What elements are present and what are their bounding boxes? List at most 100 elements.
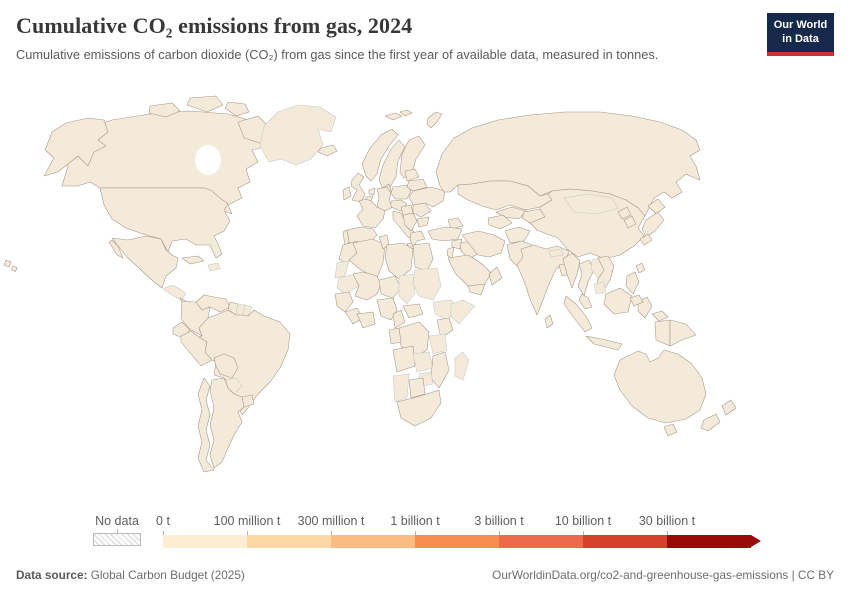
legend-segment[interactable]	[667, 535, 751, 548]
country-usa-hawaii[interactable]	[3, 259, 12, 268]
country-indonesia-borneo[interactable]	[603, 287, 633, 315]
country-somalia[interactable]	[450, 299, 476, 325]
country-france[interactable]	[356, 198, 386, 229]
country-romania[interactable]	[412, 202, 432, 218]
country-tasmania[interactable]	[663, 423, 678, 437]
country-novaya-zemlya[interactable]	[426, 111, 443, 129]
country-ukraine[interactable]	[408, 186, 446, 208]
country-taiwan[interactable]	[635, 262, 646, 274]
country-thailand[interactable]	[577, 259, 595, 297]
country-indonesia-sumatra[interactable]	[563, 295, 593, 333]
legend-segment[interactable]	[331, 535, 415, 548]
country-indonesia-papua[interactable]	[654, 319, 671, 347]
country-senegal[interactable]	[334, 291, 354, 313]
country-namibia[interactable]	[392, 373, 410, 403]
country-svalbard[interactable]	[399, 109, 413, 117]
country-south-korea[interactable]	[623, 215, 637, 229]
country-mexico-baja[interactable]	[108, 239, 124, 259]
country-australia[interactable]	[613, 349, 707, 424]
country-chile[interactable]	[197, 377, 215, 473]
country-brazil[interactable]	[198, 309, 291, 416]
country-mozambique[interactable]	[430, 351, 450, 389]
country-angola[interactable]	[392, 345, 416, 373]
country-gabon-congo[interactable]	[388, 327, 402, 345]
country-netherlands[interactable]	[368, 187, 376, 196]
country-usa-hawaii[interactable]	[11, 265, 18, 272]
country-ivory-coast-ghana[interactable]	[356, 311, 376, 329]
country-cameroon[interactable]	[392, 309, 406, 329]
footer-link[interactable]: OurWorldinData.org/co2-and-greenhouse-ga…	[492, 568, 834, 582]
country-syria[interactable]	[451, 238, 463, 250]
country-central-america-west[interactable]	[162, 284, 187, 301]
legend-segment[interactable]	[247, 535, 331, 548]
country-uk[interactable]	[350, 172, 366, 203]
country-portugal[interactable]	[342, 229, 350, 247]
country-canada-arctic[interactable]	[186, 95, 224, 113]
country-zambia[interactable]	[412, 351, 434, 373]
country-egypt[interactable]	[412, 242, 434, 272]
country-kenya[interactable]	[436, 317, 454, 339]
country-mexico[interactable]	[111, 235, 179, 289]
country-balkans[interactable]	[402, 212, 418, 232]
country-tanzania[interactable]	[428, 333, 448, 355]
country-usa[interactable]	[99, 187, 231, 259]
country-japan-hokkaido[interactable]	[647, 198, 666, 215]
country-oman[interactable]	[488, 266, 503, 286]
country-hispaniola[interactable]	[207, 262, 221, 272]
country-afghanistan[interactable]	[504, 226, 531, 244]
country-argentina[interactable]	[209, 377, 245, 469]
world-choropleth-map[interactable]	[0, 88, 850, 508]
legend-segment[interactable]	[415, 535, 499, 548]
country-iran[interactable]	[461, 230, 506, 258]
owid-logo[interactable]: Our World in Data	[767, 13, 834, 56]
country-central-african-republic[interactable]	[402, 303, 424, 319]
country-norway[interactable]	[361, 128, 399, 182]
country-ireland[interactable]	[342, 186, 352, 201]
country-svalbard[interactable]	[384, 112, 403, 121]
country-libya[interactable]	[384, 242, 414, 280]
country-cuba[interactable]	[181, 255, 205, 265]
country-belarus[interactable]	[406, 178, 428, 192]
country-usa-alaska[interactable]	[43, 117, 109, 177]
country-greece[interactable]	[409, 230, 426, 248]
country-south-africa[interactable]	[396, 389, 442, 427]
country-baltics[interactable]	[404, 168, 420, 182]
country-turkey[interactable]	[427, 226, 463, 242]
country-sudan[interactable]	[412, 267, 442, 301]
country-algeria[interactable]	[348, 238, 386, 279]
country-philippines[interactable]	[625, 271, 640, 295]
legend-no-data[interactable]: No data	[93, 514, 141, 546]
country-malaysia[interactable]	[578, 293, 593, 310]
country-indonesia-java[interactable]	[585, 335, 623, 351]
country-papua-new-guinea[interactable]	[669, 319, 697, 347]
country-japan-honshu[interactable]	[641, 211, 665, 238]
country-caucasus[interactable]	[447, 217, 464, 230]
country-yemen[interactable]	[467, 283, 486, 296]
country-mali[interactable]	[352, 271, 382, 301]
country-greenland[interactable]	[259, 104, 337, 166]
country-north-korea[interactable]	[617, 206, 632, 220]
country-cambodia[interactable]	[593, 281, 607, 295]
legend-segment[interactable]	[499, 535, 583, 548]
country-indonesia-moluccas[interactable]	[651, 310, 669, 322]
country-canada-arctic[interactable]	[148, 102, 181, 118]
country-turkmenistan[interactable]	[487, 214, 513, 230]
country-india[interactable]	[516, 244, 570, 316]
country-iceland[interactable]	[317, 144, 338, 157]
country-japan-kyushu[interactable]	[639, 233, 653, 246]
country-poland[interactable]	[390, 184, 412, 200]
legend-segment[interactable]	[583, 535, 667, 548]
country-mongolia[interactable]	[563, 193, 619, 215]
country-new-zealand-south[interactable]	[700, 413, 721, 432]
country-canada-arctic[interactable]	[224, 101, 250, 117]
country-philippines-mindanao[interactable]	[629, 294, 644, 307]
country-niger[interactable]	[378, 275, 402, 299]
country-botswana[interactable]	[408, 377, 426, 399]
legend-no-data-swatch[interactable]	[93, 533, 141, 546]
country-new-zealand-north[interactable]	[721, 399, 737, 416]
country-chad[interactable]	[398, 273, 416, 305]
country-saudi-arabia[interactable]	[447, 254, 492, 287]
country-sri-lanka[interactable]	[544, 314, 554, 329]
country-madagascar[interactable]	[454, 351, 470, 381]
country-mauritania[interactable]	[336, 273, 360, 295]
